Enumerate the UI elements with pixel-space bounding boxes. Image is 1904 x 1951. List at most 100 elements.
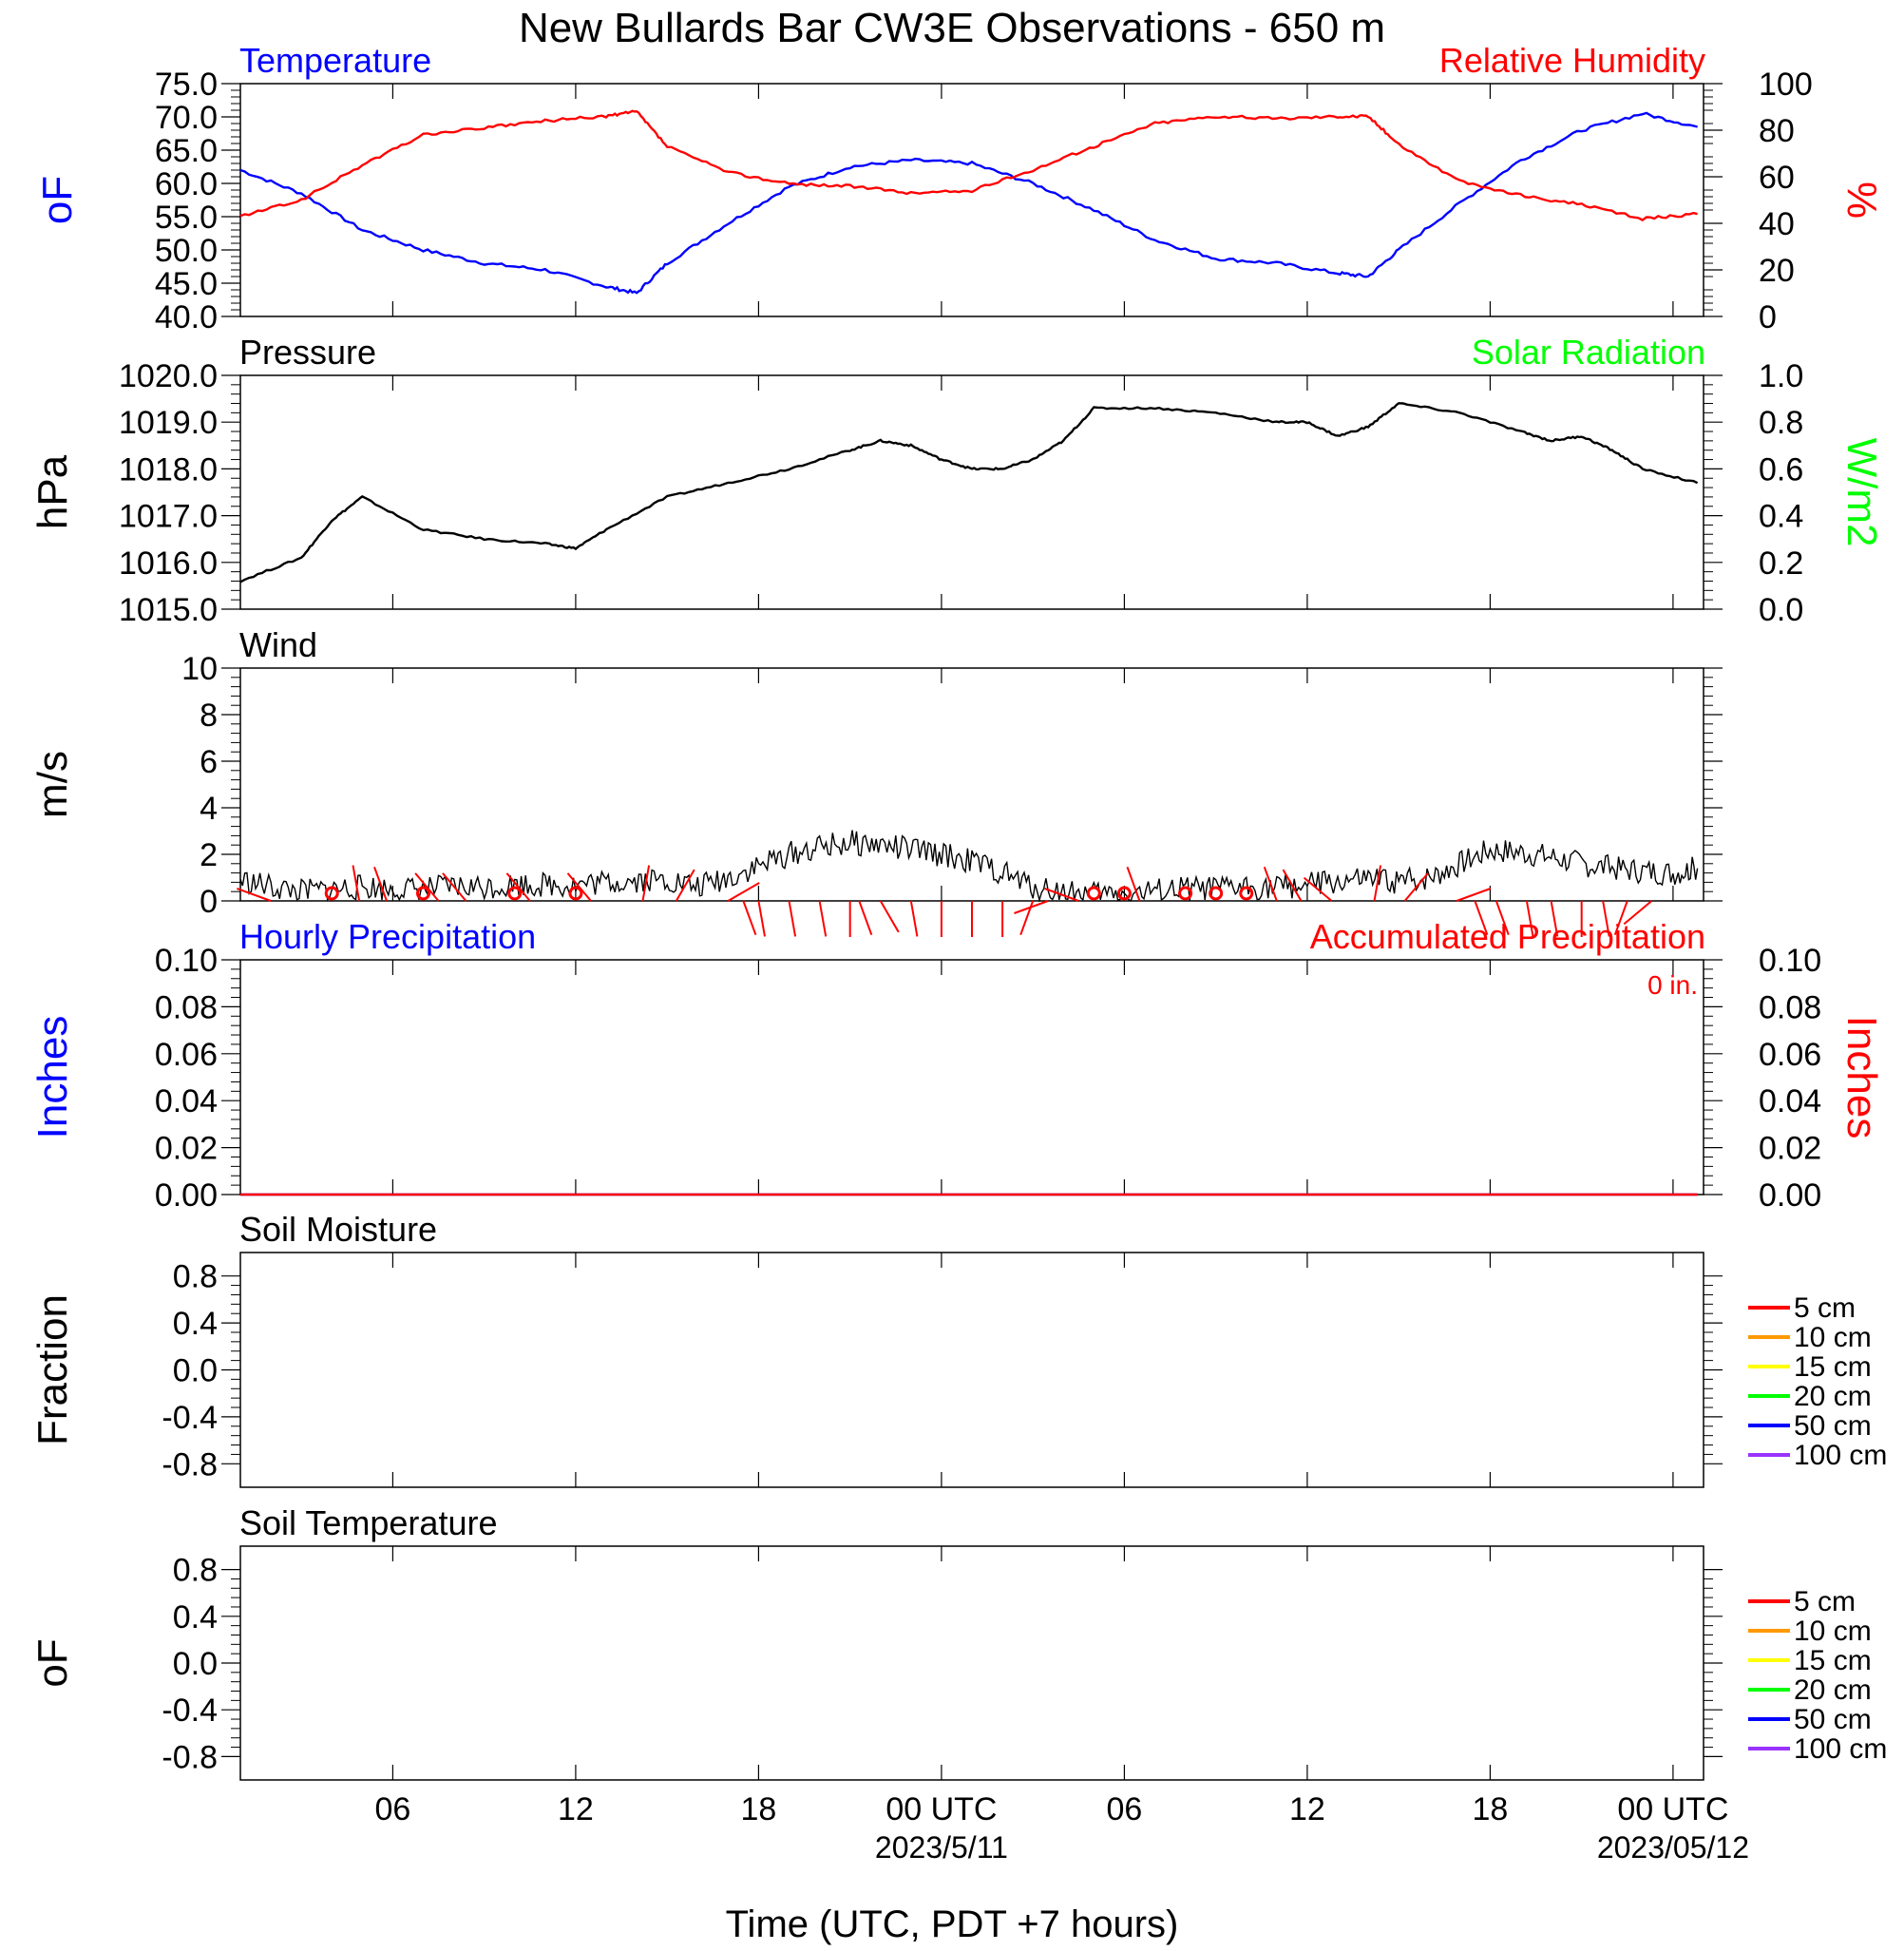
series-line-pressure: [239, 402, 1699, 583]
wind-barb: [373, 866, 388, 902]
y-right-axis-label: %: [1838, 182, 1885, 219]
wind-barb: [1474, 900, 1489, 936]
x-tick-label: 18: [1473, 1791, 1509, 1827]
panel-3: 0.10 0.08 0.06 0.04 0.02 0.00 0.10 0.08 0.06 0.04…: [29, 917, 1885, 1214]
legend-label: 15 cm: [1794, 1351, 1872, 1383]
y-left-tick-label: 6: [200, 744, 218, 780]
wind-barb: [675, 869, 695, 902]
wind-barb: [1373, 865, 1382, 902]
wind-calm-marker: [324, 886, 339, 901]
y-right-tick-label: 0.04: [1759, 1083, 1821, 1119]
y-right-tick-label: 0.0: [1759, 592, 1803, 628]
wind-barb: [1456, 888, 1492, 902]
chart-title: New Bullards Bar CW3E Observations - 650…: [519, 5, 1385, 51]
y-left-tick-label: 1018.0: [119, 451, 218, 488]
wind-barb: [1602, 900, 1610, 937]
wind-barb: [909, 900, 919, 937]
y-right-tick-label: 0.4: [1759, 499, 1803, 535]
wind-barb: [1495, 900, 1510, 936]
wind-calm-marker: [1178, 886, 1193, 901]
y-right-tick-label: 20: [1759, 253, 1795, 289]
panel-4: 0.8 0.4 0.0 -0.4 -0.8 Soil Moisture Fraction 5 …: [29, 1210, 1887, 1488]
wind-barb: [1014, 900, 1049, 914]
y-left-tick-label: 8: [200, 698, 218, 734]
series-line-wind: [239, 830, 1699, 903]
y-left-tick-label: 45.0: [155, 266, 218, 302]
plot-frame: [239, 374, 1704, 610]
y-left-tick-label: 0.0: [173, 1646, 218, 1682]
panel-title-left: Temperature: [239, 41, 431, 80]
y-left-tick-label: 0.8: [173, 1553, 218, 1589]
wind-barb: [352, 865, 361, 902]
wind-barb: [788, 900, 797, 937]
y-right-tick-label: 0.2: [1759, 545, 1803, 582]
wind-calm-marker: [416, 886, 430, 901]
wind-calm-marker: [1086, 886, 1101, 901]
wind-barb: [237, 888, 272, 902]
y-left-tick-label: 1016.0: [119, 545, 218, 582]
y-left-tick-label: 75.0: [155, 67, 218, 103]
panel-title-right: Solar Radiation: [1472, 333, 1705, 372]
y-right-tick-label: 0.00: [1759, 1177, 1821, 1214]
legend-label: 10 cm: [1794, 1322, 1872, 1353]
plot-frame: [239, 959, 1704, 1195]
wind-barb: [727, 882, 760, 902]
x-tick-label: 06: [375, 1791, 411, 1827]
y-right-axis-label: Inches: [1838, 1016, 1885, 1139]
x-tick-date-label: 2023/5/11: [875, 1830, 1008, 1865]
y-right-tick-label: 0.08: [1759, 989, 1821, 1025]
y-left-tick-label: 0.0: [173, 1353, 218, 1389]
legend-label: 100 cm: [1794, 1440, 1887, 1471]
x-tick-label: 06: [1107, 1791, 1143, 1827]
y-left-tick-label: 65.0: [155, 133, 218, 169]
y-left-tick-label: -0.8: [162, 1446, 218, 1482]
x-tick-label: 12: [1289, 1791, 1325, 1827]
wind-barb: [742, 900, 757, 936]
wind-barb: [414, 872, 440, 902]
y-left-axis-label: Inches: [29, 1016, 76, 1139]
x-tick-date-label: 2023/05/12: [1597, 1830, 1749, 1865]
wind-calm-marker: [1239, 886, 1254, 901]
y-right-tick-label: 0.02: [1759, 1131, 1821, 1167]
wind-barb: [1044, 888, 1079, 902]
y-right-axis-label: W/m2: [1838, 438, 1885, 547]
y-left-tick-label: 1020.0: [119, 358, 218, 394]
wind-barb: [1263, 866, 1278, 902]
y-left-tick-label: 0.02: [155, 1131, 218, 1167]
wind-barb: [757, 900, 766, 937]
wind-barb: [566, 872, 592, 902]
y-left-axis-label: oF: [29, 1638, 76, 1687]
plot-frame: [239, 83, 1704, 317]
chart-panels: 75.070.065.060.055.050.045.040.010080604…: [29, 41, 1887, 1781]
panel-title-left: Hourly Precipitation: [239, 917, 536, 956]
legend-label: 5 cm: [1794, 1586, 1856, 1617]
wind-barb: [1550, 900, 1559, 937]
wind-barb: [1126, 866, 1141, 902]
plot-frame: [239, 1545, 1704, 1781]
wind-barb: [1303, 876, 1333, 902]
legend-label: 15 cm: [1794, 1645, 1872, 1676]
y-left-tick-label: 50.0: [155, 233, 218, 269]
y-left-tick-label: 0.04: [155, 1083, 218, 1119]
wind-barb: [442, 872, 467, 902]
wind-barb: [1019, 900, 1035, 936]
y-left-tick-label: -0.4: [162, 1400, 218, 1436]
y-left-tick-label: 0.00: [155, 1177, 218, 1214]
legend-label: 100 cm: [1794, 1733, 1887, 1765]
y-left-axis-label: Fraction: [29, 1294, 76, 1445]
legend-label: 20 cm: [1794, 1381, 1872, 1412]
x-axis-label: Time (UTC, PDT +7 hours): [726, 1903, 1179, 1945]
x-tick-label: 00 UTC: [1617, 1791, 1728, 1827]
wind-barb: [1613, 900, 1628, 936]
y-right-tick-label: 40: [1759, 206, 1795, 242]
y-left-tick-label: 60.0: [155, 166, 218, 202]
wind-barb: [641, 865, 651, 902]
x-tick-label: 18: [741, 1791, 777, 1827]
y-left-tick-label: 70.0: [155, 100, 218, 136]
legend-label: 50 cm: [1794, 1704, 1872, 1735]
wind-barb: [1403, 872, 1429, 902]
wind-barb: [1623, 900, 1653, 926]
panel-2: 10 8 6 4 2 0 Wind m/s: [29, 625, 1723, 938]
